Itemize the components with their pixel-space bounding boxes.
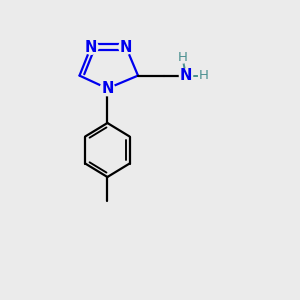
Circle shape [119,40,133,54]
Text: N: N [85,40,97,55]
Circle shape [84,40,98,54]
Text: H: H [199,69,209,82]
Text: N: N [180,68,192,83]
Text: H: H [178,51,187,64]
Circle shape [177,52,188,63]
Text: N: N [101,81,114,96]
Text: N: N [120,40,132,55]
Circle shape [179,69,193,82]
Circle shape [100,81,115,96]
Circle shape [199,70,209,81]
